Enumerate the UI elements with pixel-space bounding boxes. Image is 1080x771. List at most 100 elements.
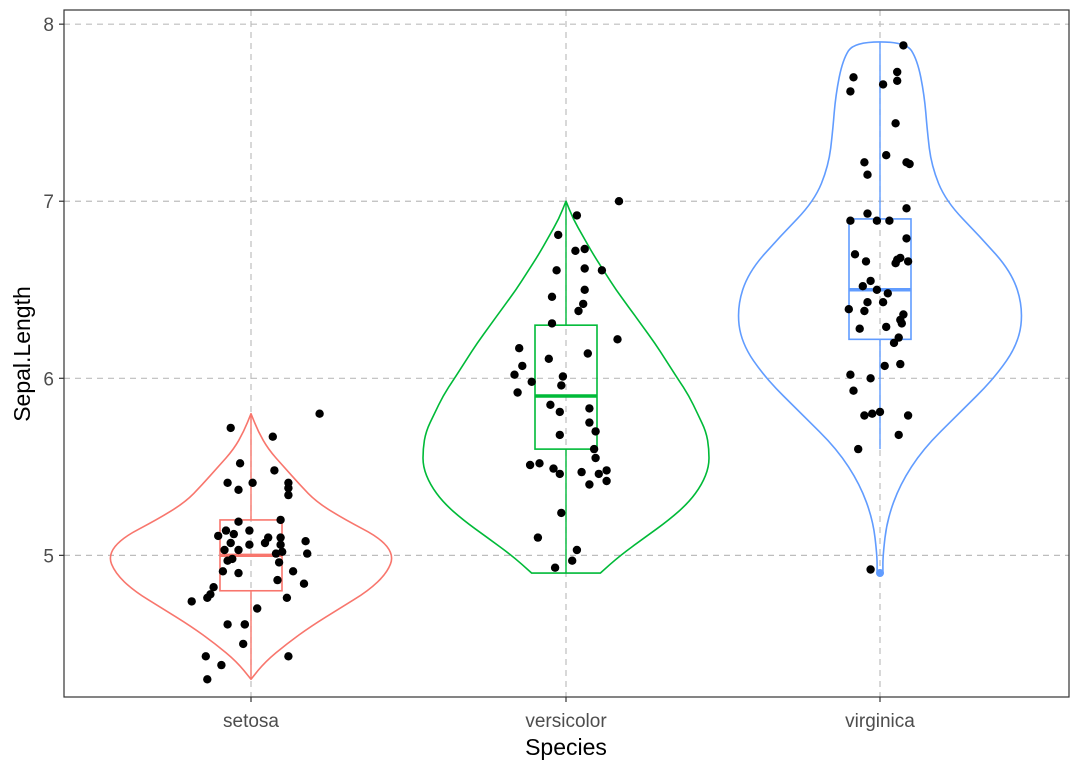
data-point	[597, 266, 607, 275]
data-point	[187, 597, 196, 606]
data-point	[568, 556, 577, 565]
data-point	[860, 306, 869, 316]
data-point	[555, 430, 564, 440]
data-point	[858, 282, 867, 291]
x-tick-label: versicolor	[525, 711, 607, 732]
data-point	[547, 319, 557, 328]
data-point	[229, 529, 238, 539]
data-point	[863, 170, 872, 179]
data-point	[872, 216, 882, 225]
data-point	[234, 485, 243, 494]
data-point	[535, 459, 544, 468]
data-point	[214, 531, 223, 541]
data-point	[885, 216, 894, 225]
y-tick-label: 5	[43, 546, 54, 567]
data-point	[614, 197, 624, 206]
data-point	[557, 508, 566, 518]
data-point	[594, 469, 603, 479]
data-point	[585, 404, 594, 413]
data-point	[234, 517, 243, 526]
data-point	[201, 652, 210, 661]
data-point	[850, 250, 860, 259]
data-point	[844, 305, 853, 314]
x-tick-label: setosa	[223, 711, 279, 732]
data-point	[891, 259, 900, 268]
data-point	[866, 565, 875, 574]
data-point	[558, 372, 568, 381]
data-point	[893, 76, 902, 86]
data-point	[223, 478, 232, 487]
data-point	[273, 575, 282, 585]
data-point	[574, 306, 583, 316]
y-tick-label: 6	[43, 369, 54, 390]
data-point	[868, 409, 877, 418]
data-point	[854, 444, 863, 454]
y-axis-title: Sepal.Length	[9, 286, 35, 422]
data-point	[572, 545, 582, 555]
data-point	[282, 593, 292, 602]
data-point	[585, 418, 594, 427]
data-point	[899, 41, 908, 50]
y-tick-label: 8	[43, 15, 54, 36]
data-point	[580, 285, 589, 294]
x-tick-label: virginica	[845, 711, 915, 732]
data-point	[863, 298, 872, 307]
data-point	[846, 87, 855, 96]
data-point	[515, 344, 524, 353]
data-point	[518, 361, 527, 371]
data-point	[849, 73, 858, 82]
data-point	[226, 423, 235, 433]
y-tick-label: 7	[43, 192, 54, 213]
jitter-points	[187, 41, 914, 684]
data-point	[234, 545, 243, 555]
data-point	[284, 490, 293, 500]
data-point	[589, 444, 599, 454]
data-point	[902, 204, 911, 213]
data-point	[276, 540, 285, 549]
data-point	[276, 515, 285, 525]
data-point	[546, 400, 555, 409]
data-point	[894, 333, 903, 342]
data-point	[882, 322, 891, 332]
data-point	[527, 377, 536, 386]
data-point	[550, 563, 560, 572]
data-point	[268, 432, 277, 441]
data-point	[878, 298, 888, 307]
data-point	[878, 80, 888, 89]
data-point	[234, 568, 243, 578]
data-point	[220, 545, 229, 555]
data-point	[552, 266, 561, 275]
data-point	[846, 216, 855, 225]
data-point	[571, 246, 580, 255]
data-point	[253, 604, 262, 613]
data-point	[580, 264, 589, 273]
y-axis-ticks: 5 6 7 8	[43, 15, 64, 567]
data-point	[866, 374, 875, 383]
data-point	[513, 388, 522, 397]
data-point	[245, 540, 254, 549]
data-point	[866, 276, 875, 286]
data-point	[284, 652, 293, 661]
box-versicolor	[534, 324, 598, 450]
data-point	[555, 469, 564, 479]
data-point	[221, 526, 231, 535]
data-point	[217, 660, 226, 670]
data-point	[544, 354, 553, 363]
data-point	[902, 234, 911, 243]
data-point	[555, 407, 564, 417]
data-point	[245, 526, 254, 535]
data-point	[580, 244, 589, 254]
data-point	[602, 476, 611, 486]
data-point	[903, 257, 913, 266]
outlier-point	[876, 569, 884, 578]
data-point	[203, 675, 212, 684]
data-point	[218, 567, 228, 576]
data-point	[591, 427, 600, 436]
data-point	[271, 549, 281, 558]
data-point	[510, 370, 519, 379]
data-point	[883, 289, 892, 298]
x-axis-ticks: setosa versicolor virginica	[223, 697, 915, 732]
data-point	[896, 359, 905, 369]
data-point	[223, 620, 232, 629]
data-point	[549, 464, 558, 473]
